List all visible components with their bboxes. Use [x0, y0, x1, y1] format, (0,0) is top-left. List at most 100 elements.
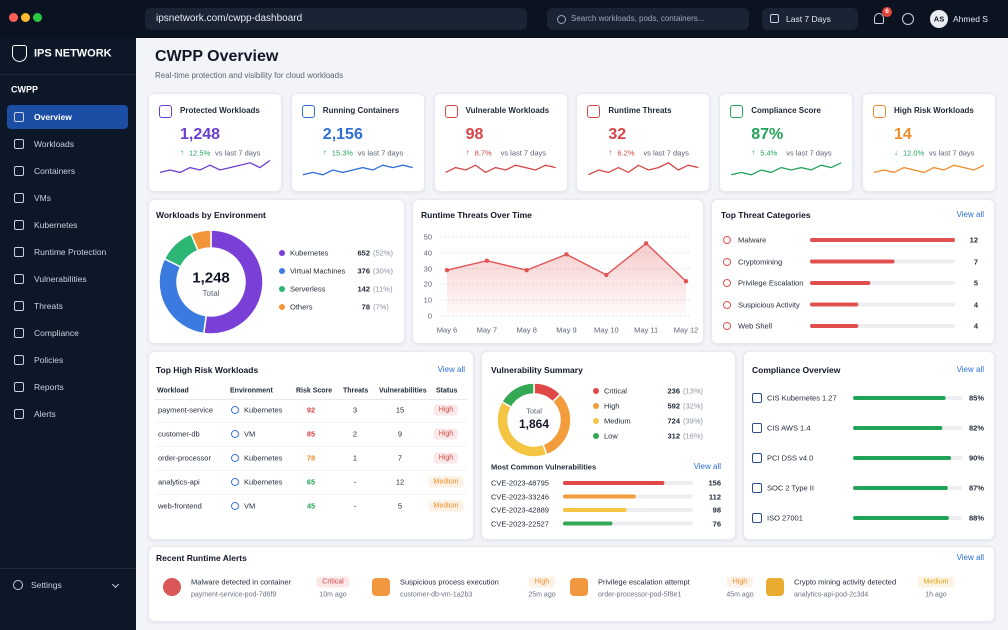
legend-name: Medium: [604, 416, 631, 426]
notification-count: 6: [885, 7, 889, 15]
nav-item[interactable]: VMs: [34, 192, 51, 203]
window-button[interactable]: [33, 13, 42, 22]
link[interactable]: View all: [693, 462, 721, 471]
kpi-arrow: ↑: [322, 148, 327, 157]
bell-icon[interactable]: [874, 13, 884, 24]
alert-severity: Medium: [917, 576, 955, 588]
column-header: Workload: [157, 387, 189, 395]
threat-icon: [723, 236, 731, 244]
nav-item[interactable]: Overview: [34, 111, 72, 122]
nav-item[interactable]: Alerts: [34, 408, 56, 419]
link[interactable]: View all: [437, 365, 465, 374]
risk-score: 65: [306, 477, 316, 487]
active-item: [7, 105, 128, 129]
env-icon: [231, 430, 239, 438]
donut-total-label: Total: [202, 289, 220, 298]
alert-icon: [570, 578, 588, 596]
legend-value: 724: [667, 416, 680, 426]
status: High: [433, 452, 459, 464]
legend-pct: (13%): [683, 386, 704, 396]
kpi-period: vs last 7 days: [643, 148, 689, 158]
settings[interactable]: Settings: [31, 579, 62, 590]
nav-icon: [14, 193, 24, 203]
nav-item[interactable]: Reports: [34, 381, 64, 392]
legend-name: High: [604, 401, 620, 411]
alert-icon: [163, 578, 181, 596]
divider: [155, 446, 467, 447]
threat-name: Cryptomining: [738, 256, 783, 266]
workload: payment-service: [158, 405, 214, 415]
x-tick-label: May 8: [516, 325, 537, 335]
framework-icon: [752, 513, 762, 523]
nav-item[interactable]: Policies: [34, 354, 64, 365]
vulnerabilities: 5: [397, 501, 403, 511]
nav-icon: [14, 139, 24, 149]
help-icon[interactable]: [902, 13, 914, 25]
nav-item[interactable]: Vulnerabilities: [34, 273, 87, 284]
cve-id: CVE-2023-42889: [491, 505, 549, 515]
column-header: Risk Score: [296, 387, 333, 395]
card-title: Compliance Overview: [752, 364, 841, 375]
nav-item[interactable]: Runtime Protection: [34, 246, 107, 257]
threat-value: 12: [969, 235, 978, 245]
framework-icon: [752, 483, 762, 493]
threat-name: Malware: [738, 235, 767, 245]
kpi-change: 6.2%: [617, 148, 635, 158]
date-range[interactable]: [762, 8, 858, 30]
kpi-value: 2,156: [322, 126, 363, 143]
notification-badge: [882, 7, 892, 17]
link[interactable]: View all: [956, 210, 984, 219]
x-tick-label: May 6: [436, 325, 458, 335]
alert-time: 45m ago: [726, 591, 754, 599]
framework-score: 85%: [968, 393, 984, 403]
nav-item[interactable]: Compliance: [34, 327, 79, 338]
window-button[interactable]: [9, 13, 18, 22]
avatar[interactable]: [930, 10, 948, 28]
card: [862, 93, 996, 192]
workload: order-processor: [158, 453, 211, 463]
legend-value: 142: [357, 284, 370, 294]
card: [576, 93, 711, 192]
nav-item[interactable]: Kubernetes: [34, 219, 78, 230]
nav-icon: [14, 166, 24, 176]
nav-icon: [14, 328, 24, 338]
window-button[interactable]: [21, 13, 30, 22]
link[interactable]: View all: [956, 365, 984, 374]
framework-name: ISO 27001: [767, 513, 803, 523]
vulnerabilities: 9: [397, 429, 403, 439]
column-header: Vulnerabilities: [379, 387, 427, 395]
legend-name: Serverless: [290, 284, 326, 294]
x-tick-label: May 9: [556, 325, 577, 335]
framework-score: 88%: [968, 513, 984, 523]
threat-icon: [723, 279, 731, 287]
sidebar: [0, 38, 136, 630]
vulnerabilities: 7: [397, 453, 403, 463]
donut-total: 1,864: [518, 417, 550, 431]
kpi-icon: [301, 105, 315, 118]
nav-item[interactable]: Containers: [34, 165, 76, 176]
alert-severity: High: [726, 576, 754, 588]
nav-item[interactable]: Workloads: [34, 138, 74, 149]
alert-icon: [766, 578, 784, 596]
kpi-change: 12.5%: [189, 148, 211, 158]
kpi-arrow: ↑: [465, 148, 470, 157]
y-tick-label: 10: [423, 295, 432, 305]
card: [743, 351, 995, 540]
divider: [155, 422, 467, 423]
environment: Kubernetes: [244, 453, 283, 463]
env-icon: [231, 478, 239, 486]
alert-resource: payment-service-pod-7d6f9: [191, 591, 277, 599]
cve-count: 76: [712, 518, 721, 528]
framework-score: 82%: [968, 423, 984, 433]
search-placeholder: Search workloads, pods, containers...: [571, 14, 705, 23]
card-title: Workloads by Environment: [156, 209, 266, 220]
url: ipsnetwork.com/cwpp-dashboard: [156, 13, 303, 24]
calendar-icon: [770, 14, 779, 23]
legend-pct: (52%): [373, 248, 394, 258]
search-box[interactable]: [547, 8, 749, 30]
link[interactable]: View all: [956, 553, 984, 562]
nav-item[interactable]: Threats: [34, 300, 63, 311]
url-bar[interactable]: [145, 8, 527, 30]
kpi-value: 98: [465, 126, 484, 143]
nav-icon: [14, 220, 24, 230]
